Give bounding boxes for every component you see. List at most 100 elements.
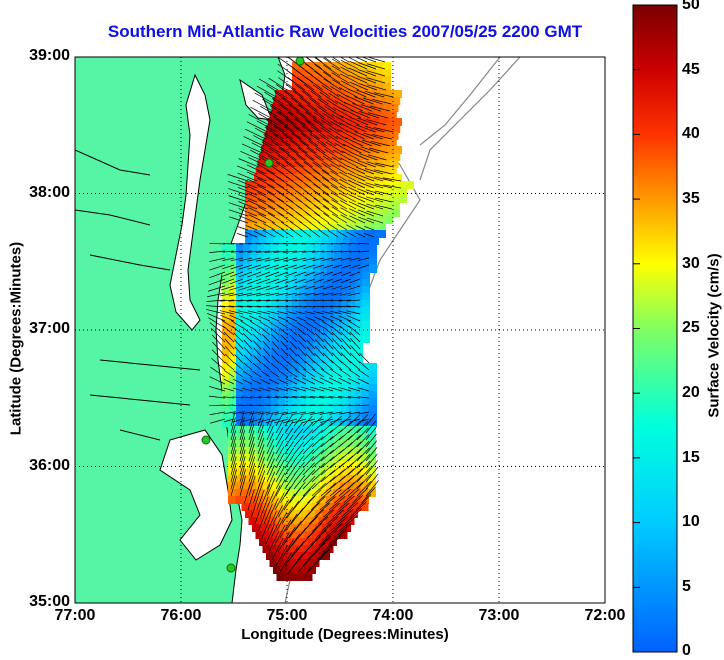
velocity-cell (277, 426, 285, 434)
velocity-cell (327, 335, 335, 343)
velocity-cell (278, 307, 286, 315)
velocity-cell (341, 69, 349, 77)
velocity-cell (243, 363, 251, 371)
colorbar-tick-label: 5 (682, 578, 722, 596)
velocity-cell (376, 69, 384, 77)
velocity-cell (355, 69, 363, 77)
velocity-cell (228, 496, 236, 504)
velocity-cell (306, 265, 314, 273)
velocity-cell (399, 195, 407, 203)
velocity-cell (371, 230, 379, 238)
velocity-cell (292, 321, 300, 329)
velocity-cell (301, 510, 309, 518)
velocity-cell (243, 328, 251, 336)
x-tick-label: 73:00 (469, 607, 529, 625)
x-tick-label: 75:00 (257, 607, 317, 625)
velocity-cell (350, 188, 358, 196)
velocity-cell (292, 342, 300, 350)
velocity-cell (222, 328, 230, 336)
velocity-cell (270, 167, 278, 175)
velocity-cell (369, 419, 377, 427)
velocity-cell (334, 356, 342, 364)
velocity-cell (348, 244, 356, 252)
velocity-cell (263, 503, 271, 511)
velocity-cell (348, 265, 356, 273)
velocity-cell (291, 426, 299, 434)
velocity-cell (369, 265, 377, 273)
velocity-cell (291, 440, 299, 448)
velocity-cell (320, 405, 328, 413)
velocity-cell (291, 461, 299, 469)
velocity-cell (243, 384, 251, 392)
velocity-cell (355, 342, 363, 350)
velocity-cell (313, 356, 321, 364)
velocity-cell (341, 384, 349, 392)
velocity-cell (306, 279, 314, 287)
velocity-cell (229, 321, 237, 329)
velocity-cell (291, 482, 299, 490)
velocity-cell (291, 454, 299, 462)
velocity-cell (312, 426, 320, 434)
velocity-cell (275, 118, 283, 126)
velocity-cell (369, 258, 377, 266)
velocity-cell (278, 405, 286, 413)
velocity-cell (378, 230, 386, 238)
velocity-cell (350, 209, 358, 217)
velocity-cell (291, 573, 299, 581)
velocity-cell (313, 342, 321, 350)
y-axis-label: Latitude (Degrees:Minutes) (8, 239, 25, 439)
velocity-cell (315, 552, 323, 560)
velocity-cell (264, 377, 272, 385)
velocity-cell (291, 475, 299, 483)
velocity-cell (271, 356, 279, 364)
velocity-cell (369, 244, 377, 252)
velocity-cell (355, 405, 363, 413)
velocity-cell (341, 62, 349, 70)
velocity-cell (350, 181, 358, 189)
velocity-cell (301, 181, 309, 189)
velocity-cell (394, 146, 402, 154)
velocity-cell (264, 363, 272, 371)
radar-site-marker (202, 436, 210, 444)
velocity-cell (355, 321, 363, 329)
velocity-cell (355, 370, 363, 378)
velocity-cell (382, 111, 390, 119)
velocity-cell (263, 531, 271, 539)
velocity-cell (371, 237, 379, 245)
colorbar-tick-label: 0 (682, 642, 722, 660)
velocity-cell (320, 244, 328, 252)
velocity-cell (285, 377, 293, 385)
velocity-cell (298, 573, 306, 581)
velocity-cell (334, 405, 342, 413)
velocity-cell (285, 363, 293, 371)
velocity-cell (391, 104, 399, 112)
colorbar-tick-label: 50 (682, 0, 722, 14)
velocity-cell (350, 195, 358, 203)
y-tick-label: 36:00 (0, 457, 70, 475)
velocity-cell (305, 573, 313, 581)
velocity-cell (306, 328, 314, 336)
velocity-cell (277, 433, 285, 441)
velocity-cell (362, 293, 370, 301)
radar-site-marker (227, 564, 235, 572)
velocity-cell (285, 405, 293, 413)
velocity-cell (301, 524, 309, 532)
velocity-cell (264, 328, 272, 336)
velocity-cell (385, 216, 393, 224)
velocity-cell (312, 440, 320, 448)
velocity-cell (306, 377, 314, 385)
velocity-cell (378, 223, 386, 231)
velocity-cell (312, 433, 320, 441)
velocity-cell (292, 405, 300, 413)
velocity-cell (222, 377, 230, 385)
colorbar-tick-label: 40 (682, 125, 722, 143)
velocity-cell (257, 405, 265, 413)
velocity-cell (229, 335, 237, 343)
velocity-cell (385, 209, 393, 217)
velocity-cell (334, 321, 342, 329)
velocity-cell (357, 125, 365, 133)
velocity-cell (229, 342, 237, 350)
velocity-cell (312, 475, 320, 483)
colorbar-tick-label: 35 (682, 190, 722, 208)
velocity-cell (271, 321, 279, 329)
